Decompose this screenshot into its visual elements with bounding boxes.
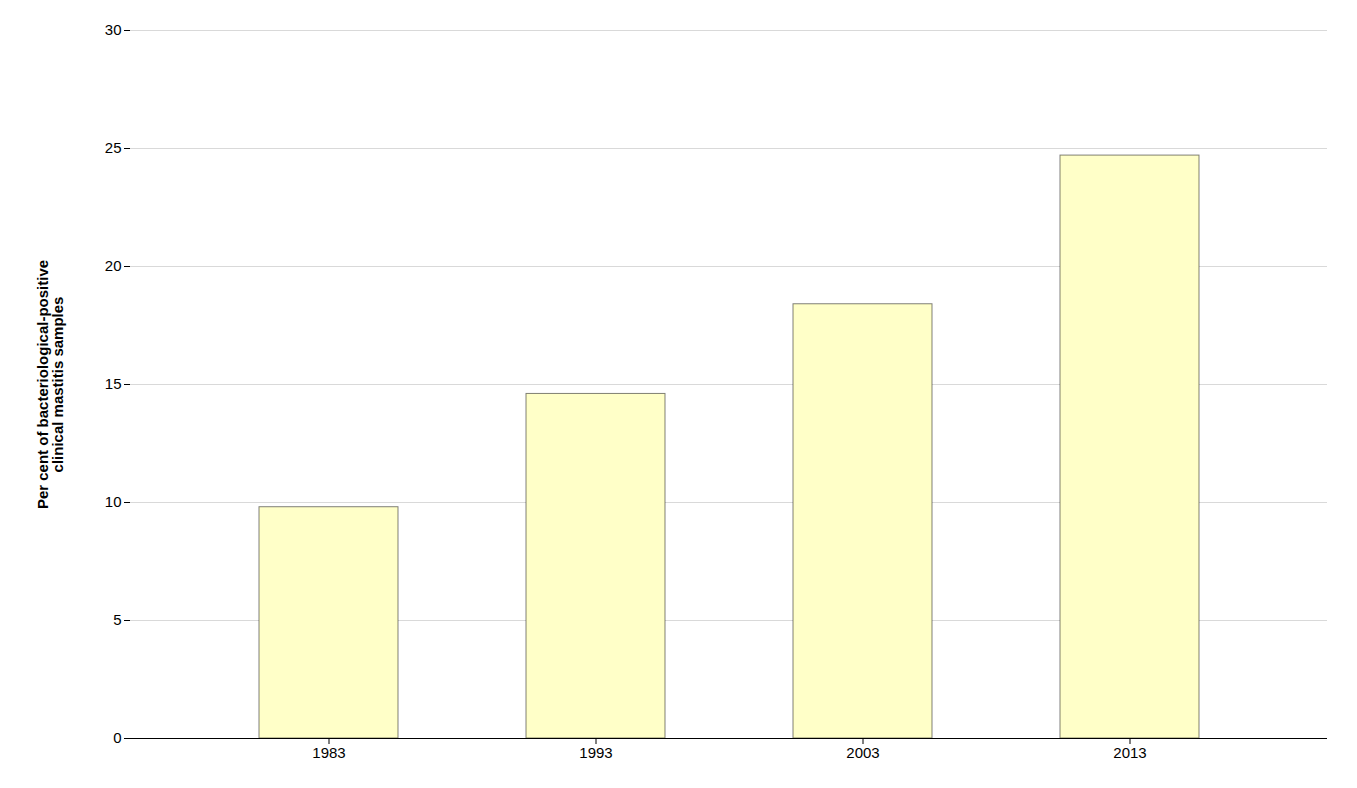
svg-text:Per cent of bacteriological-po: Per cent of bacteriological-positiveclin…: [34, 260, 66, 509]
svg-text:25: 25: [105, 139, 122, 156]
svg-text:15: 15: [105, 375, 122, 392]
svg-text:2013: 2013: [1113, 744, 1146, 761]
svg-text:10: 10: [105, 493, 122, 510]
svg-text:1993: 1993: [579, 744, 612, 761]
svg-text:5: 5: [113, 611, 121, 628]
svg-text:20: 20: [105, 257, 122, 274]
svg-text:30: 30: [105, 21, 122, 38]
svg-text:2003: 2003: [846, 744, 879, 761]
svg-text:1983: 1983: [312, 744, 345, 761]
svg-text:0: 0: [113, 729, 121, 746]
